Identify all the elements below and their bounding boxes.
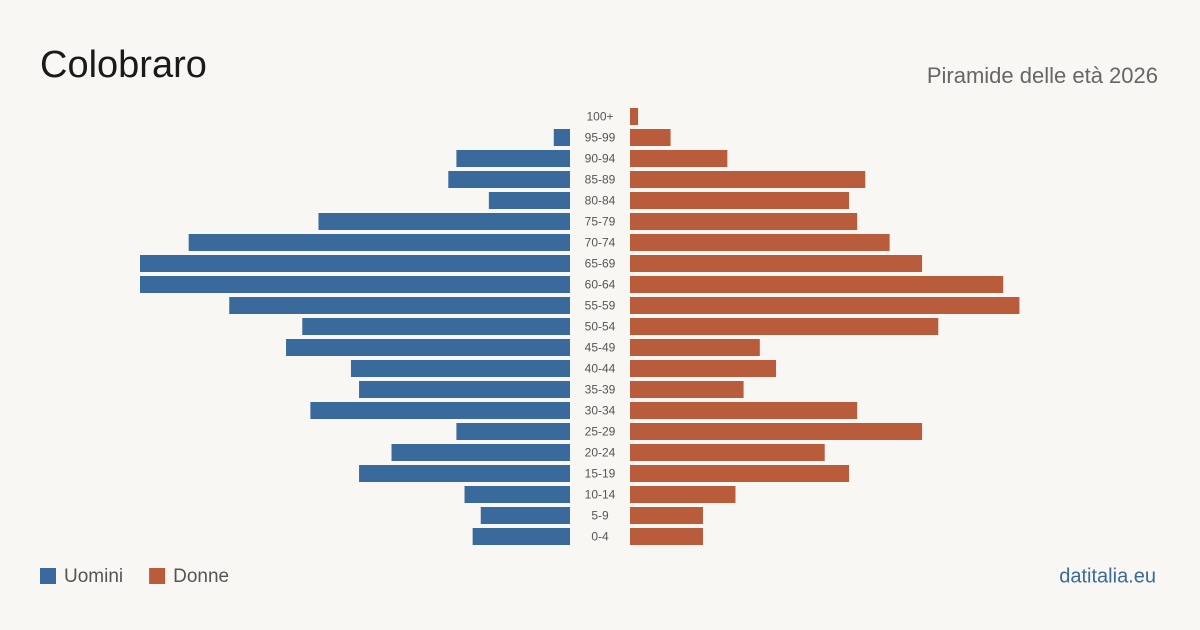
bar — [630, 192, 850, 209]
source: datitalia.eu — [1059, 565, 1156, 587]
bar — [456, 423, 570, 440]
age-label: 45-49 — [585, 341, 616, 355]
legend-swatch — [40, 568, 56, 584]
age-label: 10-14 — [585, 488, 616, 502]
age-label: 100+ — [586, 110, 613, 124]
bar — [488, 192, 570, 209]
bar — [448, 171, 570, 188]
age-label: 85-89 — [585, 173, 616, 187]
age-label: 35-39 — [585, 383, 616, 397]
bar — [391, 444, 570, 461]
bar — [630, 150, 728, 167]
bar — [229, 297, 570, 314]
bar — [318, 213, 570, 230]
age-label: 0-4 — [591, 530, 609, 544]
age-label: 15-19 — [585, 467, 616, 481]
bar — [140, 255, 570, 272]
age-label: 25-29 — [585, 425, 616, 439]
bar — [630, 108, 639, 125]
bar — [456, 150, 570, 167]
bar — [630, 528, 704, 545]
bar — [630, 360, 777, 377]
legend-label: Uomini — [64, 566, 123, 587]
age-label: 65-69 — [585, 257, 616, 271]
bar — [630, 339, 760, 356]
bar — [472, 528, 570, 545]
bar — [630, 129, 671, 146]
bar — [480, 507, 570, 524]
age-label: 90-94 — [585, 152, 616, 166]
bar — [630, 381, 744, 398]
bar — [359, 465, 570, 482]
age-label: 30-34 — [585, 404, 616, 418]
bar — [630, 276, 1004, 293]
age-label: 20-24 — [585, 446, 616, 460]
legend-label: Donne — [173, 566, 229, 587]
bar — [553, 129, 570, 146]
bar — [630, 423, 923, 440]
age-label: 40-44 — [585, 362, 616, 376]
bar — [630, 171, 866, 188]
bar — [630, 234, 890, 251]
age-label: 95-99 — [585, 131, 616, 145]
age-label: 80-84 — [585, 194, 616, 208]
age-label: 60-64 — [585, 278, 616, 292]
bar — [140, 276, 570, 293]
bar — [630, 402, 858, 419]
bar — [630, 297, 1020, 314]
legend-swatch — [149, 568, 166, 584]
bar — [310, 402, 570, 419]
bar — [630, 213, 858, 230]
chart-subtitle: Piramide delle età 2026 — [927, 63, 1158, 88]
age-label: 70-74 — [585, 236, 616, 250]
bar — [464, 486, 570, 503]
bar — [302, 318, 570, 335]
bar — [630, 255, 923, 272]
bar — [630, 486, 736, 503]
age-label: 5-9 — [591, 509, 609, 523]
bar — [630, 465, 850, 482]
bar — [286, 339, 570, 356]
bar — [630, 318, 939, 335]
age-label: 50-54 — [585, 320, 616, 334]
chart-title: Colobraro — [40, 44, 207, 86]
bar — [630, 444, 825, 461]
bar — [630, 507, 704, 524]
bar — [359, 381, 570, 398]
bar — [188, 234, 570, 251]
age-label: 55-59 — [585, 299, 616, 313]
bar — [350, 360, 570, 377]
age-label: 75-79 — [585, 215, 616, 229]
